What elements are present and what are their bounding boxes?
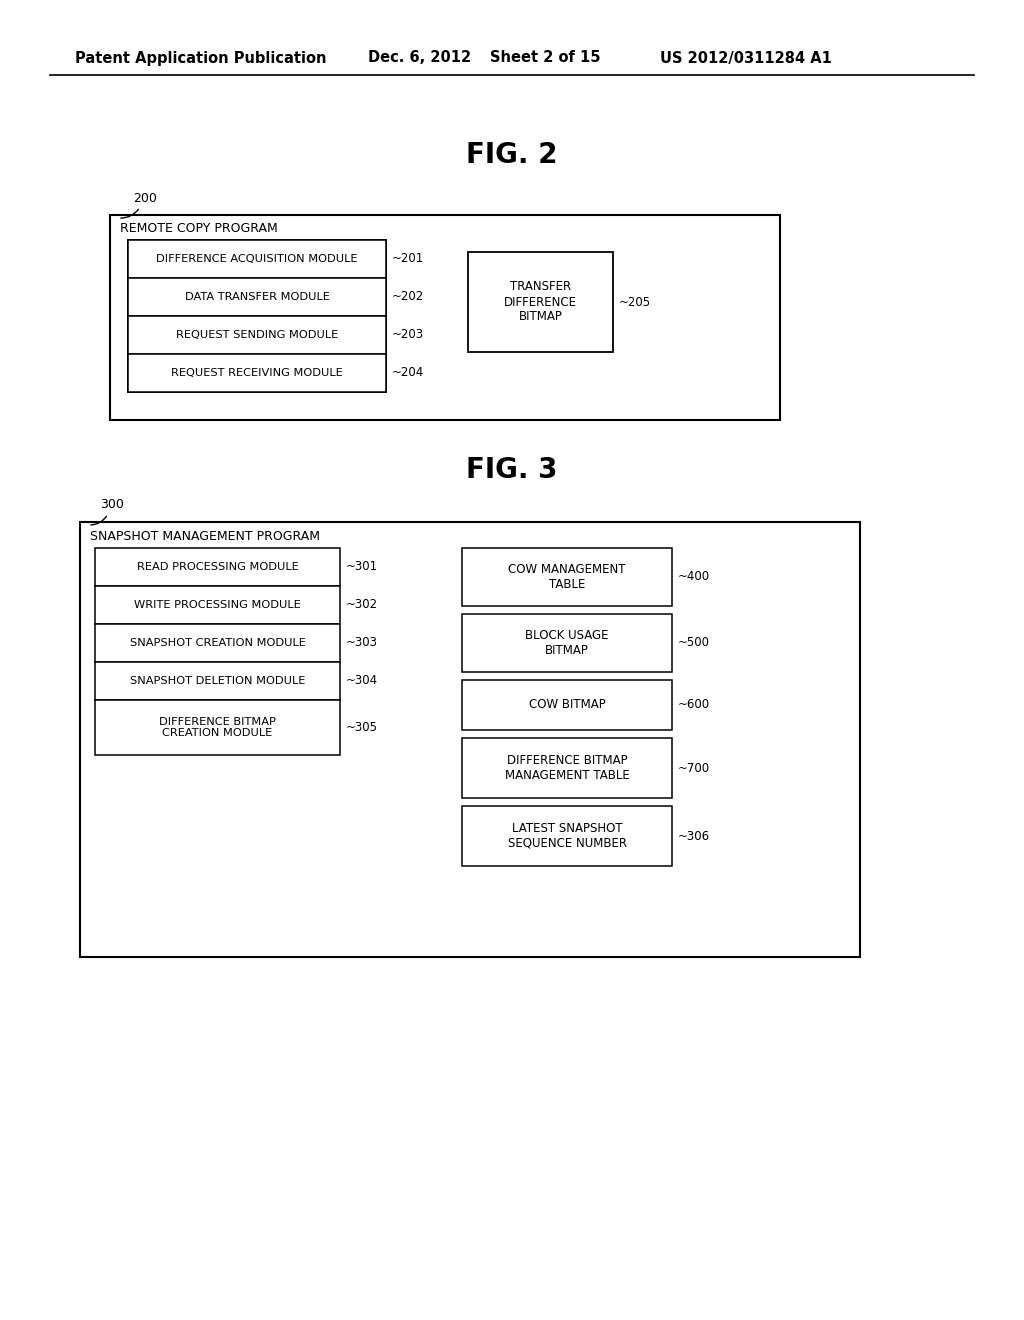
Bar xyxy=(95,548,340,586)
Text: TRANSFER
DIFFERENCE
BITMAP: TRANSFER DIFFERENCE BITMAP xyxy=(504,281,577,323)
Text: DIFFERENCE ACQUISITION MODULE: DIFFERENCE ACQUISITION MODULE xyxy=(157,253,357,264)
Text: ~306: ~306 xyxy=(678,829,710,842)
Text: Dec. 6, 2012: Dec. 6, 2012 xyxy=(368,50,471,66)
Text: REQUEST RECEIVING MODULE: REQUEST RECEIVING MODULE xyxy=(171,368,343,378)
Bar xyxy=(80,521,860,957)
Text: ~204: ~204 xyxy=(392,367,424,380)
Bar xyxy=(95,624,340,663)
Text: WRITE PROCESSING MODULE: WRITE PROCESSING MODULE xyxy=(134,601,301,610)
Bar xyxy=(95,663,340,700)
Bar xyxy=(95,700,340,755)
Text: BLOCK USAGE
BITMAP: BLOCK USAGE BITMAP xyxy=(525,630,608,657)
Text: DATA TRANSFER MODULE: DATA TRANSFER MODULE xyxy=(184,292,330,302)
Text: COW MANAGEMENT
TABLE: COW MANAGEMENT TABLE xyxy=(508,564,626,591)
Text: REMOTE COPY PROGRAM: REMOTE COPY PROGRAM xyxy=(120,223,278,235)
Text: SNAPSHOT MANAGEMENT PROGRAM: SNAPSHOT MANAGEMENT PROGRAM xyxy=(90,529,319,543)
Text: LATEST SNAPSHOT
SEQUENCE NUMBER: LATEST SNAPSHOT SEQUENCE NUMBER xyxy=(508,822,627,850)
Bar xyxy=(128,354,386,392)
Text: DIFFERENCE BITMAP
MANAGEMENT TABLE: DIFFERENCE BITMAP MANAGEMENT TABLE xyxy=(505,754,630,781)
Bar xyxy=(462,614,672,672)
Text: ~700: ~700 xyxy=(678,762,710,775)
Text: ~205: ~205 xyxy=(618,296,651,309)
Text: SNAPSHOT DELETION MODULE: SNAPSHOT DELETION MODULE xyxy=(130,676,305,686)
Text: ~500: ~500 xyxy=(678,636,710,649)
Bar xyxy=(468,252,613,352)
Bar xyxy=(128,240,386,392)
Text: 300: 300 xyxy=(100,499,124,511)
Text: US 2012/0311284 A1: US 2012/0311284 A1 xyxy=(660,50,831,66)
Text: ~301: ~301 xyxy=(346,561,378,573)
Bar xyxy=(462,548,672,606)
Text: ~304: ~304 xyxy=(346,675,378,688)
Bar xyxy=(128,240,386,279)
Bar xyxy=(462,680,672,730)
Text: ~302: ~302 xyxy=(346,598,378,611)
Bar xyxy=(128,279,386,315)
Text: ~600: ~600 xyxy=(678,698,710,711)
Text: READ PROCESSING MODULE: READ PROCESSING MODULE xyxy=(136,562,298,572)
Text: FIG. 3: FIG. 3 xyxy=(466,455,558,484)
Text: 200: 200 xyxy=(133,191,157,205)
Text: Patent Application Publication: Patent Application Publication xyxy=(75,50,327,66)
Text: FIG. 2: FIG. 2 xyxy=(466,141,558,169)
Text: ~202: ~202 xyxy=(392,290,424,304)
Text: ~203: ~203 xyxy=(392,329,424,342)
Bar xyxy=(462,738,672,799)
Text: ~201: ~201 xyxy=(392,252,424,265)
Bar xyxy=(95,586,340,624)
Bar xyxy=(462,807,672,866)
Text: ~305: ~305 xyxy=(346,721,378,734)
Text: Sheet 2 of 15: Sheet 2 of 15 xyxy=(490,50,600,66)
Text: COW BITMAP: COW BITMAP xyxy=(528,698,605,711)
Bar xyxy=(128,315,386,354)
Text: ~400: ~400 xyxy=(678,570,710,583)
Bar xyxy=(110,215,780,420)
Text: SNAPSHOT CREATION MODULE: SNAPSHOT CREATION MODULE xyxy=(130,638,305,648)
Text: DIFFERENCE BITMAP
CREATION MODULE: DIFFERENCE BITMAP CREATION MODULE xyxy=(159,717,275,738)
Text: ~303: ~303 xyxy=(346,636,378,649)
Text: REQUEST SENDING MODULE: REQUEST SENDING MODULE xyxy=(176,330,338,341)
